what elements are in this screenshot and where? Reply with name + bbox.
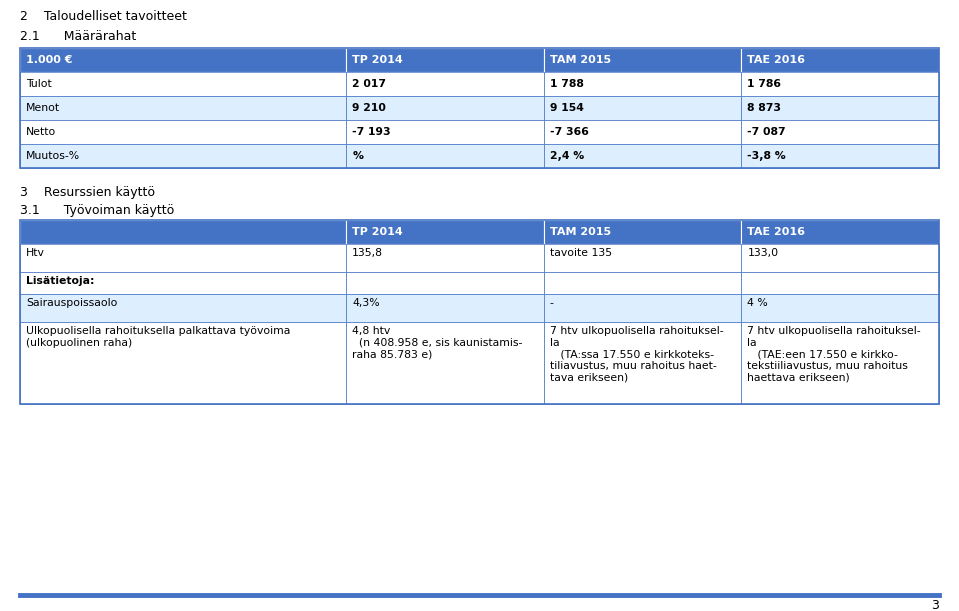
Bar — [346, 272, 544, 294]
Text: Sairauspoissaolo: Sairauspoissaolo — [26, 298, 117, 308]
Bar — [346, 48, 544, 72]
Bar — [544, 96, 741, 120]
Bar — [346, 220, 544, 244]
Bar — [741, 220, 939, 244]
Bar — [544, 48, 741, 72]
Bar — [741, 120, 939, 144]
Text: Lisätietoja:: Lisätietoja: — [26, 276, 95, 286]
Text: 2,4 %: 2,4 % — [550, 151, 584, 161]
Bar — [544, 144, 741, 168]
Bar — [20, 48, 346, 72]
Text: 3.1      Työvoiman käyttö: 3.1 Työvoiman käyttö — [20, 204, 175, 217]
Text: -3,8 %: -3,8 % — [747, 151, 786, 161]
Text: Muutos-%: Muutos-% — [26, 151, 81, 161]
Text: TAE 2016: TAE 2016 — [747, 227, 806, 237]
Bar — [20, 220, 939, 404]
Bar — [20, 322, 346, 404]
Bar — [544, 322, 741, 404]
Text: TAE 2016: TAE 2016 — [747, 55, 806, 65]
Text: 133,0: 133,0 — [747, 248, 779, 258]
Text: 3: 3 — [931, 599, 939, 611]
Bar — [544, 120, 741, 144]
Bar — [20, 272, 346, 294]
Bar — [20, 120, 346, 144]
Bar — [20, 144, 346, 168]
Text: Menot: Menot — [26, 103, 60, 113]
Bar — [741, 322, 939, 404]
Bar — [20, 72, 346, 96]
Text: 2 017: 2 017 — [352, 79, 386, 89]
Bar — [544, 220, 741, 244]
Text: tavoite 135: tavoite 135 — [550, 248, 612, 258]
Text: 9 154: 9 154 — [550, 103, 584, 113]
Text: 135,8: 135,8 — [352, 248, 384, 258]
Text: 3    Resurssien käyttö: 3 Resurssien käyttö — [20, 186, 155, 199]
Bar — [346, 72, 544, 96]
Bar — [346, 144, 544, 168]
Bar — [741, 244, 939, 272]
Text: 1.000 €: 1.000 € — [26, 55, 73, 65]
Text: 2.1      Määrärahat: 2.1 Määrärahat — [20, 30, 136, 43]
Text: Tulot: Tulot — [26, 79, 52, 89]
Text: 7 htv ulkopuolisella rahoituksel-
la
   (TA:ssa 17.550 e kirkkoteks-
tiliavustus: 7 htv ulkopuolisella rahoituksel- la (TA… — [550, 326, 723, 382]
Text: 7 htv ulkopuolisella rahoituksel-
la
   (TAE:een 17.550 e kirkko-
tekstiiliavust: 7 htv ulkopuolisella rahoituksel- la (TA… — [747, 326, 921, 382]
Bar — [741, 272, 939, 294]
Text: -7 193: -7 193 — [352, 127, 391, 137]
Bar — [741, 96, 939, 120]
Bar — [544, 294, 741, 322]
Bar — [20, 96, 346, 120]
Bar — [544, 244, 741, 272]
Bar — [20, 220, 346, 244]
Text: Htv: Htv — [26, 248, 45, 258]
Text: 1 788: 1 788 — [550, 79, 584, 89]
Text: 4,8 htv
  (n 408.958 e, sis kaunistamis-
raha 85.783 e): 4,8 htv (n 408.958 e, sis kaunistamis- r… — [352, 326, 523, 359]
Bar — [741, 48, 939, 72]
Text: Netto: Netto — [26, 127, 57, 137]
Text: TP 2014: TP 2014 — [352, 227, 403, 237]
Bar — [741, 294, 939, 322]
Text: 4 %: 4 % — [747, 298, 768, 308]
Text: TAM 2015: TAM 2015 — [550, 55, 611, 65]
Text: 2    Taloudelliset tavoitteet: 2 Taloudelliset tavoitteet — [20, 10, 187, 23]
Text: Ulkopuolisella rahoituksella palkattava työvoima
(ulkopuolinen raha): Ulkopuolisella rahoituksella palkattava … — [26, 326, 291, 348]
Bar — [346, 120, 544, 144]
Bar — [544, 272, 741, 294]
Text: TP 2014: TP 2014 — [352, 55, 403, 65]
Bar — [346, 322, 544, 404]
Bar — [741, 72, 939, 96]
Text: 1 786: 1 786 — [747, 79, 782, 89]
Text: -: - — [550, 298, 553, 308]
Bar — [20, 244, 346, 272]
Bar — [346, 294, 544, 322]
Bar — [346, 96, 544, 120]
Text: -7 366: -7 366 — [550, 127, 589, 137]
Bar — [741, 144, 939, 168]
Text: 8 873: 8 873 — [747, 103, 782, 113]
Bar — [20, 48, 939, 168]
Text: -7 087: -7 087 — [747, 127, 786, 137]
Bar — [346, 244, 544, 272]
Bar — [20, 294, 346, 322]
Text: %: % — [352, 151, 363, 161]
Text: 4,3%: 4,3% — [352, 298, 380, 308]
Bar — [544, 72, 741, 96]
Text: 9 210: 9 210 — [352, 103, 386, 113]
Text: TAM 2015: TAM 2015 — [550, 227, 611, 237]
